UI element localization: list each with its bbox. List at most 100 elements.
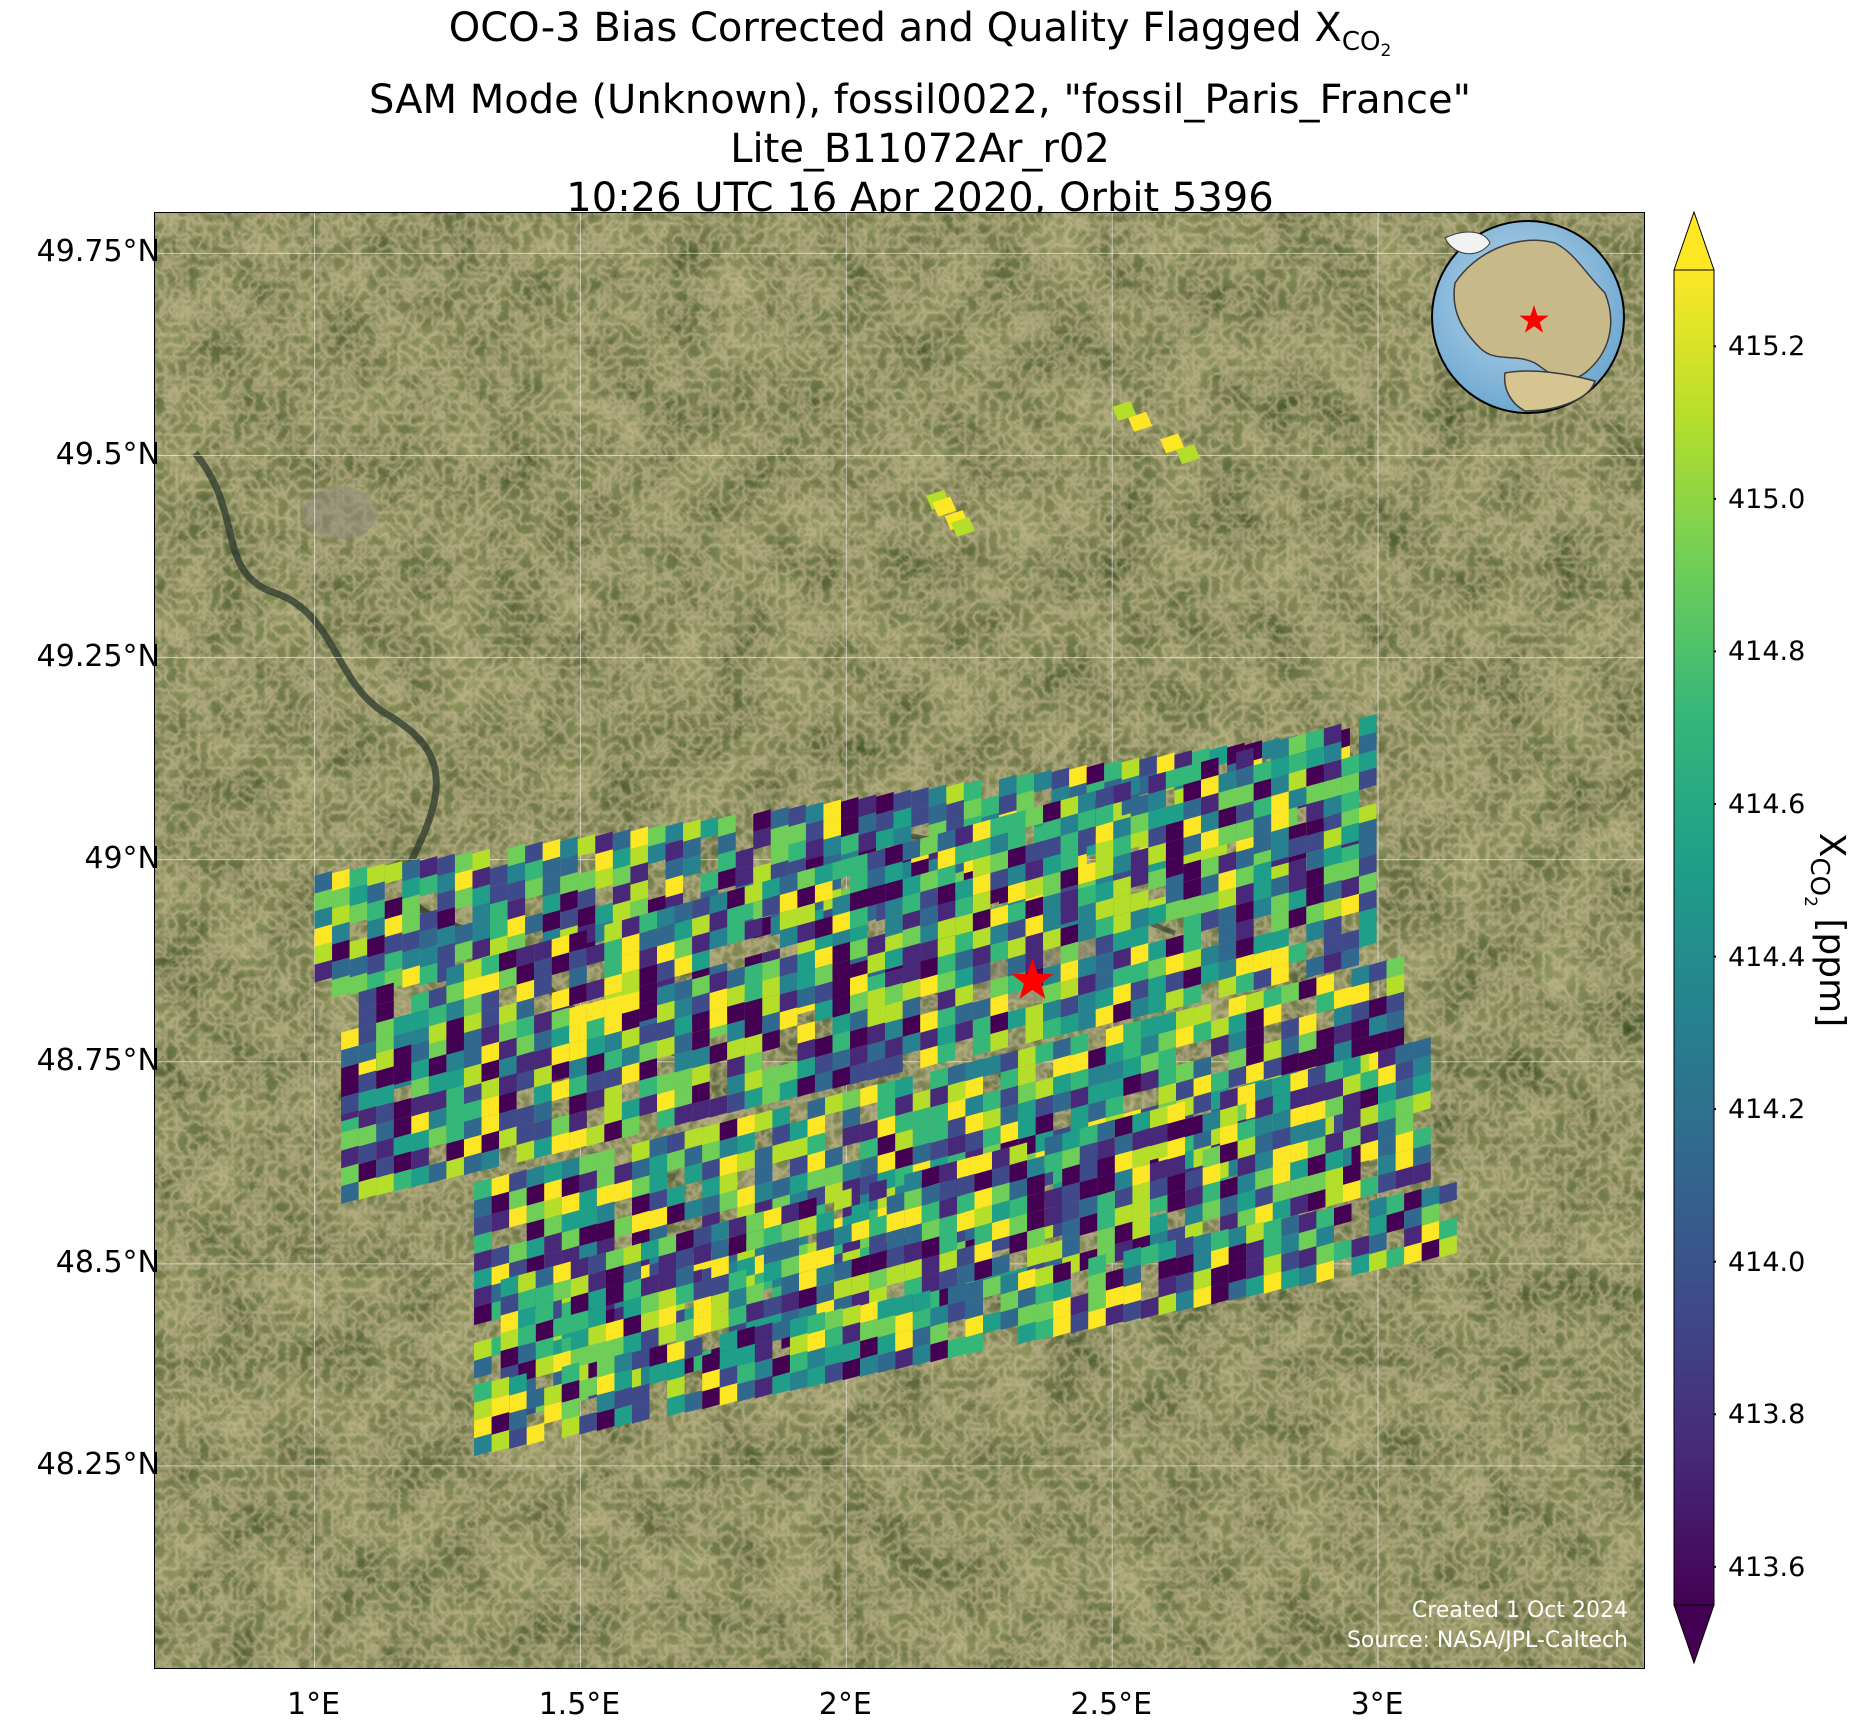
sounding-cell[interactable] [428,1125,447,1148]
sounding-cell[interactable] [588,1341,606,1364]
sounding-cell[interactable] [437,907,455,930]
sounding-cell[interactable] [604,938,622,961]
sounding-cell[interactable] [1176,444,1201,465]
sounding-cell[interactable] [921,1183,940,1206]
sounding-cell[interactable] [1114,1203,1133,1227]
sounding-cell[interactable] [499,1090,517,1114]
sounding-cell[interactable] [586,942,605,966]
sounding-cell[interactable] [886,1263,905,1287]
sounding-cell[interactable] [1025,858,1044,882]
sounding-cell[interactable] [376,1018,394,1041]
sounding-cell[interactable] [437,924,455,948]
sounding-cell[interactable] [569,1056,587,1080]
sounding-cell[interactable] [604,955,622,979]
sounding-cell[interactable] [762,894,780,918]
sounding-cell[interactable] [560,907,578,931]
sounding-cell[interactable] [779,890,798,913]
sounding-cell[interactable] [850,990,868,1014]
sounding-cell[interactable] [867,986,886,1010]
sounding-cell[interactable] [341,1181,359,1205]
sounding-cell[interactable] [850,888,868,912]
sounding-cell[interactable] [1263,985,1282,1009]
sounding-cell[interactable] [1288,906,1307,929]
sounding-cell[interactable] [754,1375,773,1399]
sounding-cell[interactable] [376,1084,394,1107]
sounding-cell[interactable] [621,1097,640,1121]
sounding-cell[interactable] [1183,948,1202,972]
sounding-cell[interactable] [1253,967,1272,991]
sounding-cell[interactable] [1316,1260,1334,1284]
sounding-cell[interactable] [376,982,394,1006]
sounding-cell[interactable] [1343,1108,1361,1132]
sounding-cell[interactable] [509,1169,527,1193]
sounding-cell[interactable] [534,1047,552,1070]
sounding-cell[interactable] [1272,1198,1291,1221]
sounding-cell[interactable] [1237,1207,1256,1231]
sounding-cell[interactable] [1018,1268,1036,1291]
sounding-cell[interactable] [1263,1271,1282,1294]
sounding-cell[interactable] [1323,826,1342,850]
sounding-cell[interactable] [972,926,991,950]
sounding-cell[interactable] [1088,1046,1106,1070]
sounding-cell[interactable] [1069,764,1087,788]
sounding-cell[interactable] [1043,800,1061,824]
sounding-cell[interactable] [1018,1286,1036,1309]
sounding-cell[interactable] [1176,1007,1194,1030]
sounding-cell[interactable] [1202,1180,1221,1204]
sounding-cell[interactable] [649,1361,668,1385]
sounding-cell[interactable] [877,1332,896,1356]
sounding-cell[interactable] [1306,955,1324,978]
sounding-cell[interactable] [876,827,894,851]
sounding-cell[interactable] [1271,755,1289,779]
sounding-cell[interactable] [367,899,385,922]
sounding-cell[interactable] [1000,1271,1019,1295]
sounding-cell[interactable] [1149,1176,1168,1200]
sounding-cell[interactable] [842,1088,861,1112]
sounding-cell[interactable] [1237,1189,1256,1213]
sounding-cell[interactable] [499,1055,517,1079]
sounding-cell[interactable] [982,1311,1001,1334]
sounding-cell[interactable] [446,1156,464,1180]
sounding-cell[interactable] [1323,915,1342,939]
sounding-cell[interactable] [1255,1149,1273,1173]
sounding-cell[interactable] [895,1146,913,1170]
sounding-cell[interactable] [402,947,420,971]
sounding-cell[interactable] [570,1345,589,1369]
sounding-cell[interactable] [1413,1090,1431,1114]
sounding-cell[interactable] [1113,964,1131,988]
sounding-cell[interactable] [1044,1151,1063,1174]
sounding-cell[interactable] [1263,1235,1282,1259]
sounding-cell[interactable] [904,1205,922,1229]
sounding-cell[interactable] [920,956,938,980]
sounding-cell[interactable] [604,1012,622,1036]
sounding-cell[interactable] [1053,1054,1071,1078]
sounding-cell[interactable] [393,1115,412,1139]
sounding-cell[interactable] [1421,1220,1440,1244]
sounding-cell[interactable] [657,923,675,947]
sounding-cell[interactable] [937,846,956,870]
sounding-cell[interactable] [876,809,894,833]
sounding-cell[interactable] [718,849,736,873]
sounding-cell[interactable] [621,1115,640,1139]
sounding-cell[interactable] [358,1022,377,1046]
sounding-cell[interactable] [867,848,886,872]
sounding-cell[interactable] [1333,1004,1352,1028]
sounding-cell[interactable] [402,894,420,917]
sounding-cell[interactable] [692,1099,710,1122]
sounding-cell[interactable] [544,1196,562,1220]
sounding-cell[interactable] [1009,1231,1028,1255]
sounding-cell[interactable] [518,1323,536,1347]
sounding-cell[interactable] [402,965,420,988]
sounding-cell[interactable] [376,1119,394,1143]
sounding-cell[interactable] [1218,975,1237,999]
sounding-cell[interactable] [805,819,824,843]
sounding-cell[interactable] [499,1108,517,1132]
sounding-cell[interactable] [1253,860,1272,884]
sounding-cell[interactable] [1246,1256,1264,1280]
sounding-cell[interactable] [1323,844,1342,868]
sounding-cell[interactable] [920,974,938,998]
sounding-cell[interactable] [737,1114,755,1137]
sounding-cell[interactable] [807,1114,826,1138]
sounding-cell[interactable] [623,1296,642,1320]
sounding-cell[interactable] [932,496,957,517]
